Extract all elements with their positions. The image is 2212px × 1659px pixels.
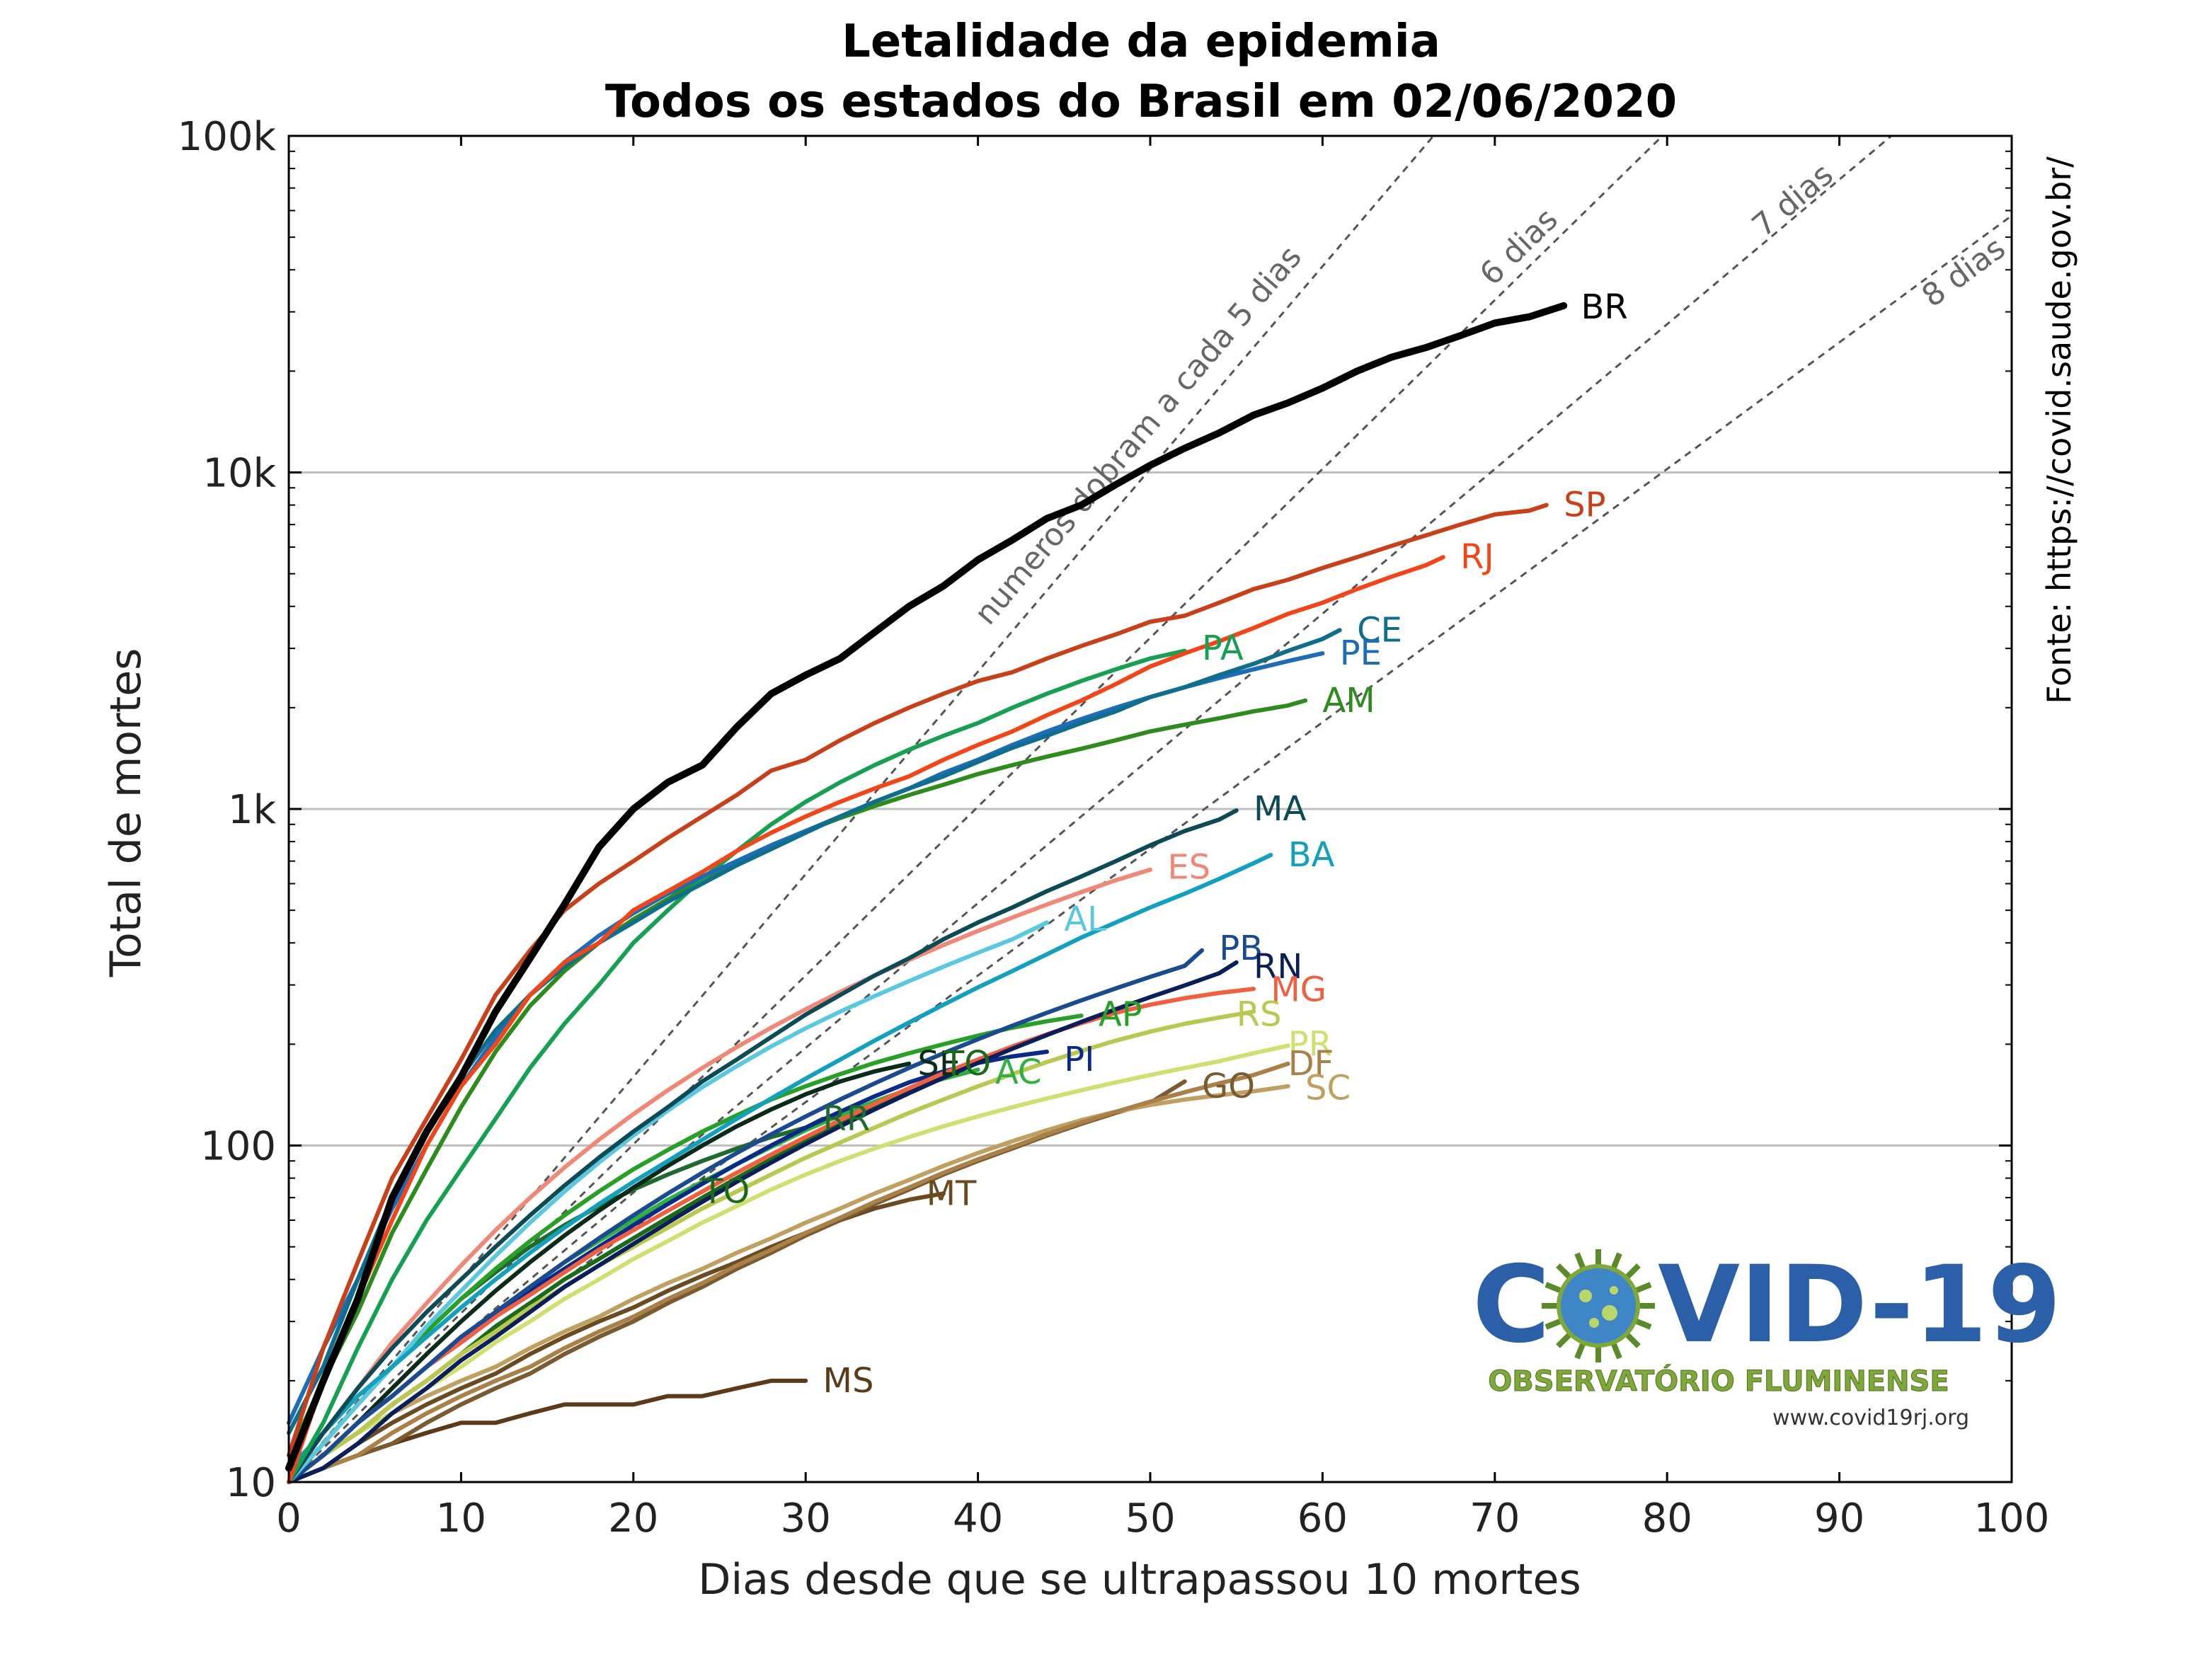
series-label-pr: PR — [1288, 1024, 1332, 1064]
series-line-rj — [287, 555, 1445, 1484]
series-label-am: AM — [1322, 681, 1375, 721]
grid-lines — [289, 471, 2012, 1147]
series-line-ba — [287, 853, 1273, 1471]
series-label-rn: RN — [1254, 947, 1302, 987]
y-axis-label: Total de mortes — [101, 648, 151, 978]
y-tick-label: 100 — [200, 1124, 276, 1170]
doubling-guide-line — [289, 214, 2012, 1482]
x-axis-label: Dias desde que se ultrapassou 10 mortes — [698, 1555, 1581, 1605]
x-tick-label: 0 — [276, 1496, 302, 1542]
x-tick-label: 40 — [953, 1496, 1003, 1542]
series-label-br: BR — [1581, 287, 1628, 327]
doubling-guide-line — [289, 136, 1892, 1482]
series-label-mt: MT — [927, 1173, 977, 1213]
series-label-es: ES — [1167, 848, 1210, 888]
series-label-to: TO — [701, 1171, 750, 1211]
chart-title: Letalidade da epidemia — [842, 16, 1440, 68]
series-label-sc: SC — [1305, 1069, 1351, 1108]
series-line-pr — [287, 1043, 1290, 1484]
logo-subtitle: OBSERVATÓRIO FLUMINENSE — [1488, 1364, 1949, 1398]
series-label-pa: PA — [1202, 628, 1244, 668]
x-tick-label: 10 — [436, 1496, 486, 1542]
series-label-to: TO — [943, 1044, 991, 1084]
series-label-df: DF — [1288, 1044, 1334, 1084]
series-line-ma — [287, 808, 1239, 1484]
x-tick-label: 90 — [1814, 1496, 1864, 1542]
series-label-sp: SP — [1564, 486, 1605, 525]
series-label-ac: AC — [995, 1052, 1042, 1092]
y-tick-label: 100k — [178, 114, 277, 160]
series-label-mg: MG — [1271, 970, 1326, 1010]
x-tick-label: 80 — [1642, 1496, 1692, 1542]
series-label-pe: PE — [1340, 633, 1382, 673]
chart-subtitle: Todos os estados do Brasil em 02/06/2020 — [605, 76, 1677, 128]
x-tick-label: 60 — [1297, 1496, 1348, 1542]
logo-url: www.covid19rj.org — [1772, 1406, 1969, 1430]
x-tick-label: 50 — [1125, 1496, 1175, 1542]
covid19-logo: C VID-19 OBSERVATÓRIO FLUMINENSE www.cov… — [1472, 1244, 2061, 1430]
source-note: Fonte: https://covid.saude.gov.br/ — [2040, 156, 2078, 704]
series-label-rj: RJ — [1460, 537, 1494, 577]
logo-title-left: C — [1472, 1244, 1550, 1367]
series-label-rr: RR — [823, 1099, 871, 1139]
series-label-rs: RS — [1237, 994, 1282, 1034]
series-label-al: AL — [1064, 900, 1106, 939]
series-line-df — [287, 1061, 1290, 1484]
y-tick-label: 10 — [226, 1460, 276, 1506]
y-tick-label: 1k — [228, 787, 277, 833]
series-label-pb: PB — [1219, 929, 1263, 968]
series-label-ba: BA — [1288, 835, 1335, 875]
series-line-rn — [287, 960, 1239, 1484]
series-line-rs — [287, 1009, 1256, 1484]
series-label-ms: MS — [823, 1361, 874, 1401]
x-tick-label: 20 — [608, 1496, 658, 1542]
x-tick-label: 100 — [1974, 1496, 2050, 1542]
series-line-br — [285, 302, 1568, 1472]
series-line-es — [287, 867, 1152, 1484]
series-line-ap — [287, 1014, 1084, 1484]
series-line-sp — [287, 503, 1549, 1458]
series-label-ce: CE — [1357, 610, 1402, 650]
logo-title-right: VID-19 — [1658, 1244, 2061, 1367]
series-label-go: GO — [1202, 1067, 1255, 1106]
series-line-al — [287, 920, 1049, 1484]
virus-icon — [1542, 1249, 1655, 1362]
series-label-pi: PI — [1064, 1040, 1094, 1079]
series-label-ap: AP — [1099, 994, 1142, 1034]
series-line-pb — [287, 948, 1204, 1484]
series-label-se: SE — [917, 1044, 961, 1084]
y-tick-label: 10k — [202, 451, 276, 497]
x-tick-label: 70 — [1469, 1496, 1520, 1542]
series-label-ma: MA — [1254, 789, 1306, 829]
series-line-se — [287, 1061, 912, 1484]
series-lines — [285, 302, 1568, 1484]
x-tick-label: 30 — [781, 1496, 831, 1542]
